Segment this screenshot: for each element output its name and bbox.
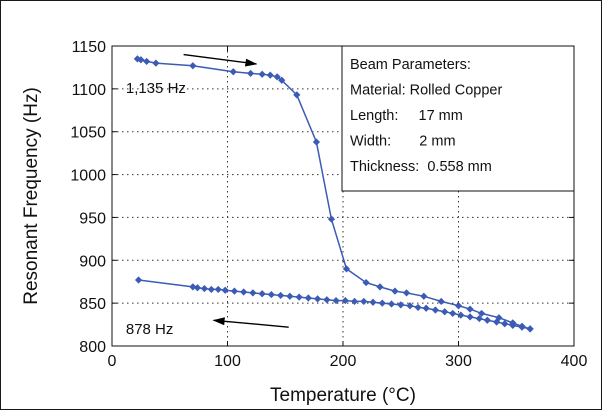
y-tick-label: 1000 (70, 168, 106, 185)
data-point (397, 301, 405, 309)
data-point (304, 294, 312, 302)
data-point (312, 138, 321, 146)
legend-line: Length: 17 mm (350, 108, 463, 124)
data-point (143, 57, 151, 66)
data-point (277, 291, 285, 300)
data-point (258, 290, 266, 298)
y-axis-label: Resonant Frequency (Hz) (21, 87, 42, 305)
legend-line: Thickness: 0.558 mm (350, 159, 492, 175)
data-point (341, 296, 349, 305)
data-point (518, 323, 526, 331)
data-point (378, 299, 386, 307)
data-point (420, 292, 428, 300)
data-point (313, 295, 322, 303)
data-point (509, 321, 517, 330)
data-point (193, 284, 202, 292)
data-point (230, 287, 239, 295)
y-tick-label: 1100 (72, 82, 107, 99)
series-2 (134, 276, 534, 333)
data-point (466, 305, 474, 313)
legend-line: Width: 2 mm (350, 134, 456, 150)
data-point (360, 297, 368, 306)
legend-line: Beam Parameters: (350, 57, 471, 73)
direction-arrow (183, 53, 258, 67)
x-axis-label: Temperature (°C) (270, 385, 416, 406)
data-point (391, 287, 399, 295)
data-point (293, 91, 301, 99)
data-point (207, 285, 215, 294)
direction-arrow (212, 317, 289, 328)
data-point (369, 298, 377, 306)
data-point (431, 306, 439, 314)
data-point (240, 288, 248, 296)
data-point (278, 76, 286, 84)
data-point (478, 309, 486, 318)
annotations: 1,135 Hz 878 Hz (126, 80, 186, 338)
data-point (387, 300, 396, 308)
series-layer (133, 55, 534, 333)
data-point (247, 69, 255, 78)
data-point (483, 316, 491, 324)
data-point (267, 290, 275, 299)
data-point (249, 289, 257, 297)
annotation-label: 878 Hz (126, 321, 174, 338)
data-point (137, 56, 145, 64)
data-point (437, 297, 445, 306)
annotation-label: 1,135 Hz (126, 80, 186, 97)
data-point (402, 289, 411, 297)
y-tick-label: 850 (79, 296, 106, 313)
data-point (152, 59, 160, 67)
y-tick-label: 950 (79, 210, 106, 227)
data-point (406, 302, 414, 310)
x-tick-label: 100 (214, 353, 241, 370)
y-tick-label: 900 (79, 253, 106, 270)
y-tick-label: 800 (79, 339, 106, 356)
data-point (454, 302, 463, 310)
y-tick-label: 1050 (70, 125, 106, 142)
data-point (350, 297, 359, 306)
data-point (449, 309, 457, 318)
series-1 (133, 55, 534, 333)
data-point (493, 318, 501, 326)
data-point (342, 265, 351, 273)
data-point (189, 62, 197, 70)
legend-box: Beam Parameters: Material: Rolled Copper L… (341, 45, 575, 192)
x-tick-label: 300 (445, 353, 472, 370)
data-point (526, 325, 534, 333)
y-tick-label: 1150 (72, 39, 107, 56)
x-tick-label: 400 (561, 353, 588, 370)
data-point (376, 283, 384, 291)
data-point (273, 73, 281, 81)
data-point (466, 313, 474, 321)
data-point (323, 296, 331, 304)
data-point (362, 278, 370, 287)
data-point (134, 276, 143, 284)
data-point (332, 296, 340, 305)
series-line (137, 58, 531, 330)
x-tick-label: 0 (108, 353, 117, 370)
x-tick-label: 200 (330, 353, 357, 370)
legend-line: Material: Rolled Copper (350, 83, 502, 99)
data-point (422, 304, 430, 312)
arrows (183, 53, 289, 328)
data-point (200, 284, 208, 293)
data-point (229, 68, 237, 76)
data-point (501, 320, 509, 328)
data-point (258, 70, 266, 78)
legend-frame (341, 45, 575, 192)
data-point (189, 283, 197, 291)
data-point (475, 314, 483, 323)
data-point (221, 286, 229, 294)
data-point (214, 285, 222, 294)
data-point (441, 308, 449, 316)
data-point (266, 71, 274, 79)
data-point (327, 215, 336, 223)
data-point (295, 293, 303, 301)
data-point (286, 292, 294, 300)
data-point (457, 311, 465, 319)
data-point (414, 303, 422, 312)
